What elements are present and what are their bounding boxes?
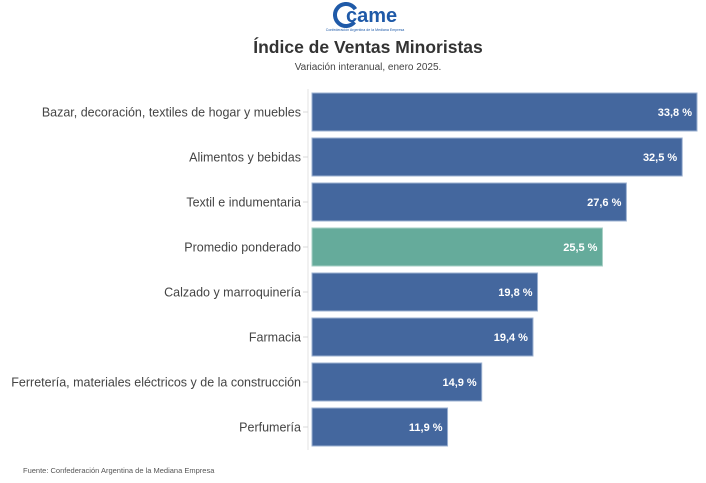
bar xyxy=(311,407,449,447)
chart-subtitle: Variación interanual, enero 2025. xyxy=(294,62,442,73)
value-label: 32,5 % xyxy=(643,152,677,164)
category-label: Farmacia xyxy=(249,331,301,345)
bar xyxy=(311,362,483,402)
category-label: Promedio ponderado xyxy=(184,241,301,255)
value-label: 14,9 % xyxy=(442,377,476,389)
category-label: Bazar, decoración, textiles de hogar y m… xyxy=(42,106,301,120)
category-label: Calzado y marroquinería xyxy=(164,286,301,300)
source-note: Fuente: Confederación Argentina de la Me… xyxy=(23,466,215,475)
chart-title: Índice de Ventas Minoristas xyxy=(253,37,483,57)
value-label: 33,8 % xyxy=(658,107,692,119)
logo-wordmark: came xyxy=(346,5,397,27)
category-label: Alimentos y bebidas xyxy=(189,151,301,165)
category-label: Perfumería xyxy=(239,421,301,435)
bar xyxy=(311,137,683,177)
category-label: Textil e indumentaria xyxy=(186,196,301,210)
value-label: 19,8 % xyxy=(498,287,532,299)
category-label: Ferretería, materiales eléctricos y de l… xyxy=(11,376,301,390)
value-label: 25,5 % xyxy=(563,242,597,254)
bar-average xyxy=(311,227,603,267)
came-logo: came xyxy=(333,2,397,28)
value-label: 19,4 % xyxy=(494,332,528,344)
bar xyxy=(311,92,698,132)
bar xyxy=(311,272,539,312)
bar-chart: Bazar, decoración, textiles de hogar y m… xyxy=(11,89,698,450)
value-label: 11,9 % xyxy=(409,422,443,434)
value-label: 27,6 % xyxy=(587,197,621,209)
bar xyxy=(311,182,627,222)
logo-subtitle: Confederación Argentina de la Mediana Em… xyxy=(325,28,405,32)
bar xyxy=(311,317,534,357)
